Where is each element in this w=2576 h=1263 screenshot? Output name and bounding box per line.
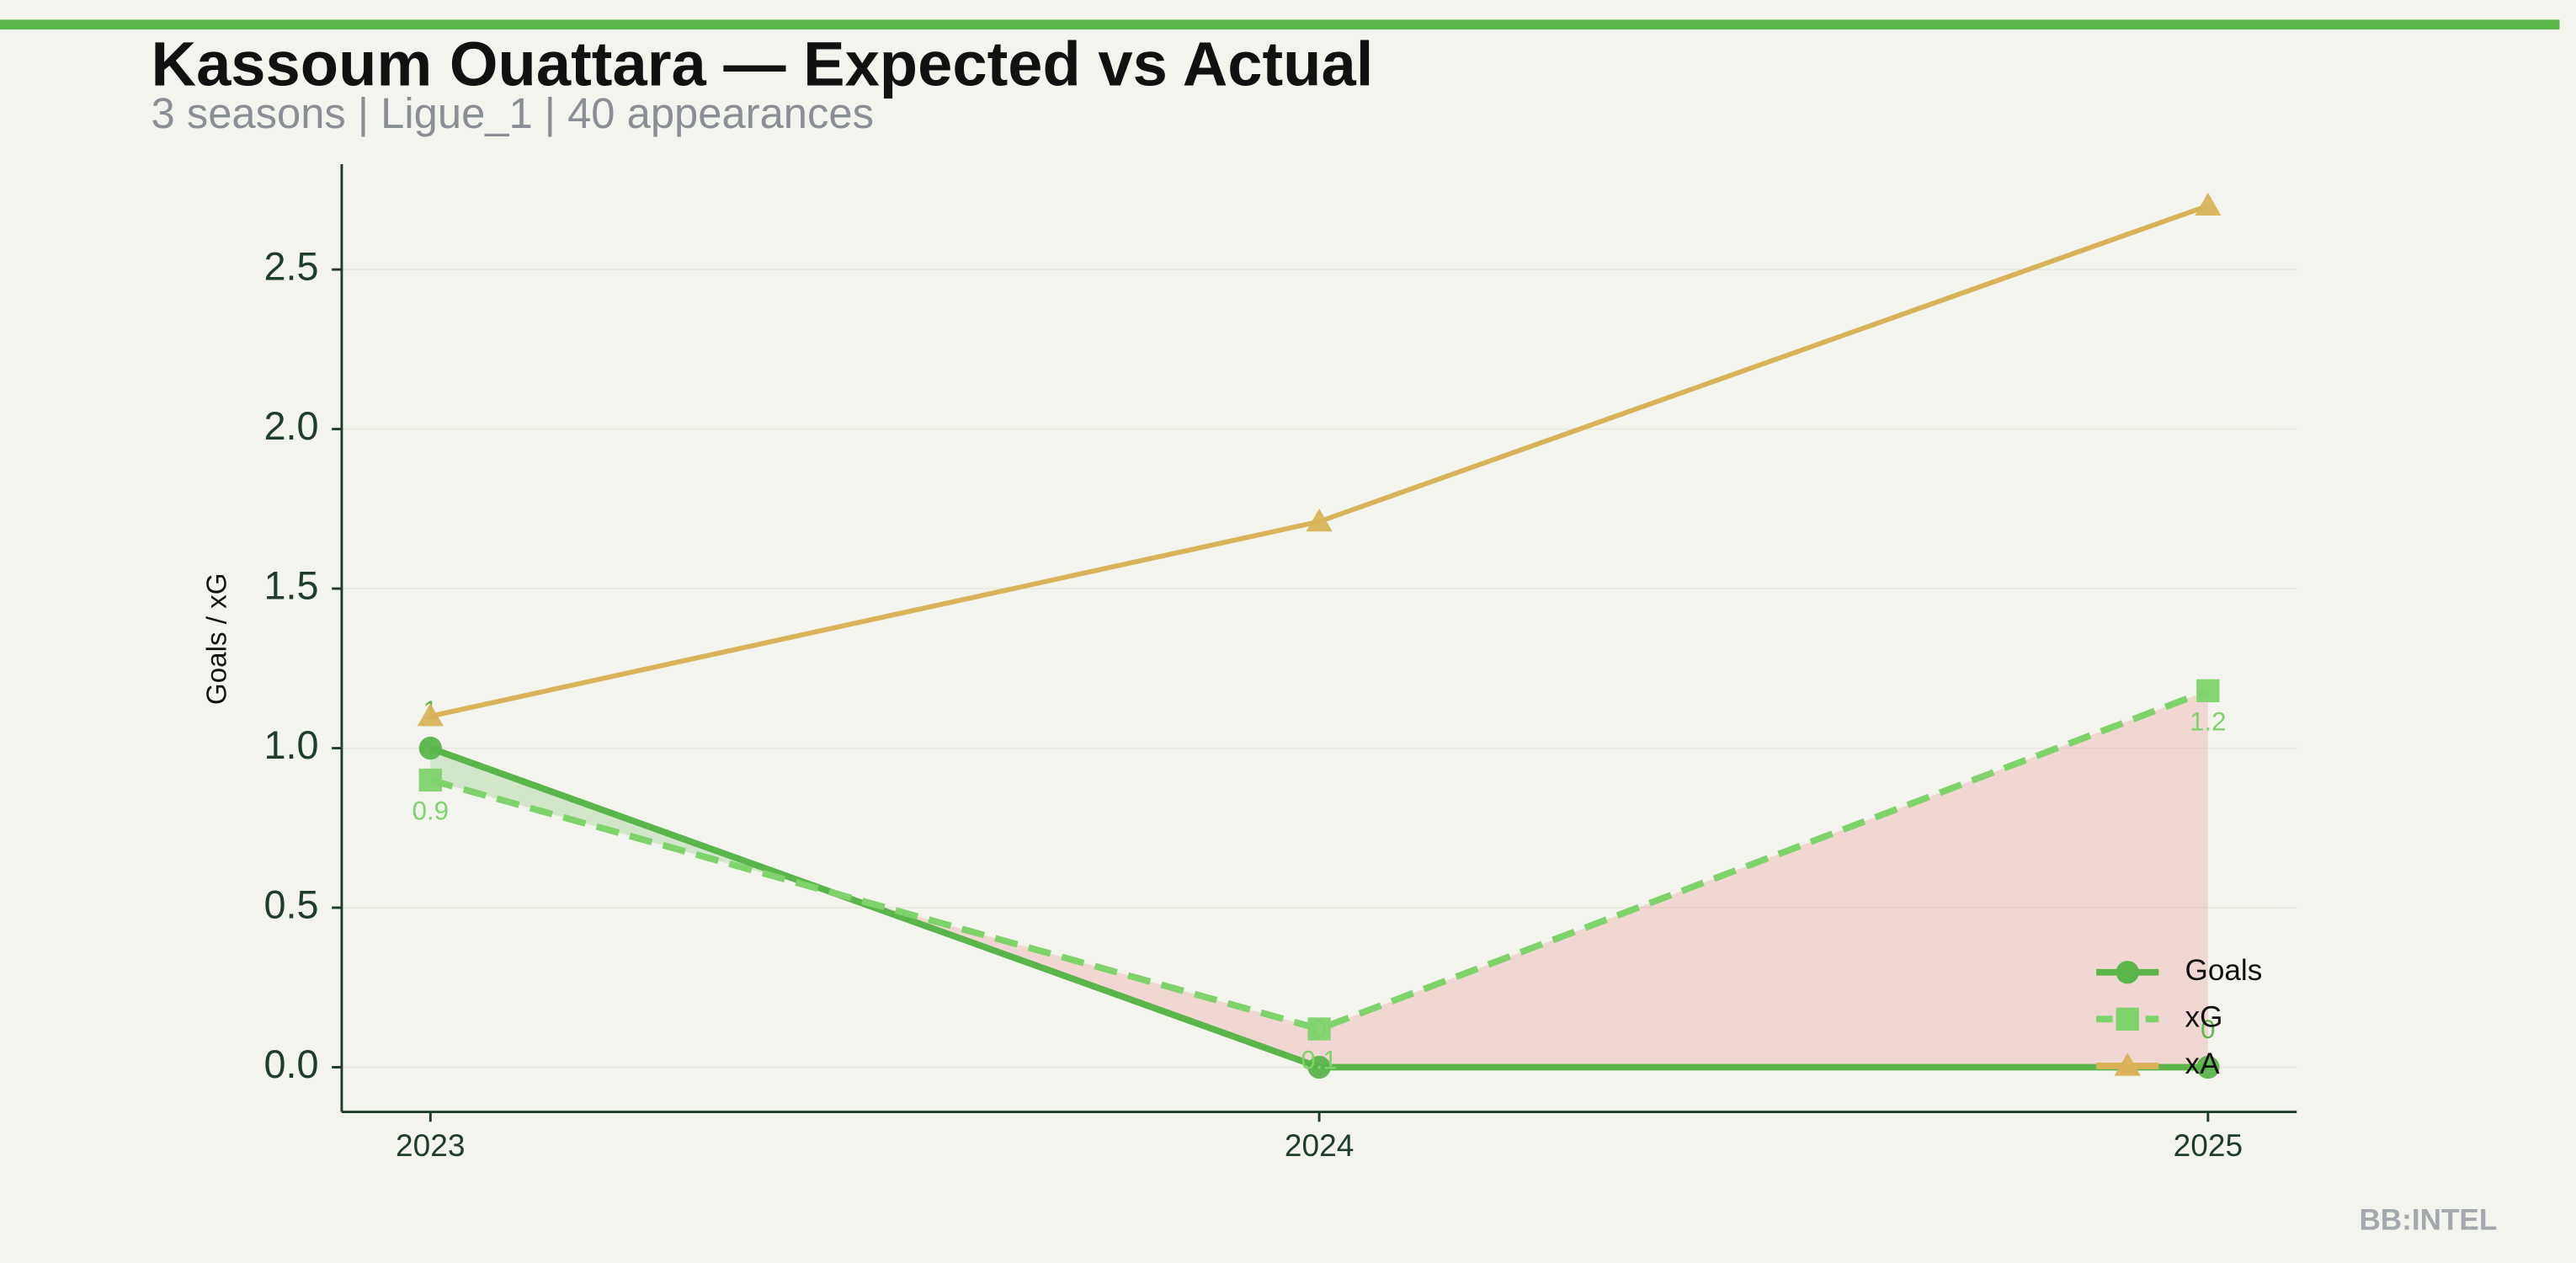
data-label: 0.1 [1301, 1045, 1337, 1074]
data-label: 0 [2201, 1015, 2215, 1044]
x-tick-label: 2024 [1285, 1127, 1354, 1163]
x-tick-label: 2023 [396, 1127, 465, 1163]
point [417, 703, 444, 727]
y-tick-label: 2.5 [264, 244, 319, 288]
point [418, 768, 442, 792]
point [418, 736, 442, 760]
point [1307, 1017, 1331, 1041]
x-tick-label: 2025 [2174, 1127, 2243, 1163]
series-line [429, 687, 2210, 1033]
y-tick-label: 1.5 [264, 563, 319, 607]
diff-fill [1319, 690, 2208, 1068]
legend-marker [2114, 1052, 2141, 1076]
point [2195, 192, 2222, 216]
point [2196, 679, 2220, 702]
watermark: BB:INTEL [2359, 1204, 2497, 1237]
legend-label: Goals [2185, 954, 2263, 987]
point [1307, 1055, 1331, 1079]
y-tick-label: 0.0 [264, 1042, 319, 1086]
chart-subtitle: 3 seasons | Ligue_1 | 40 appearances [152, 89, 874, 137]
top-bar [0, 19, 2560, 30]
y-tick-label: 1.0 [264, 723, 319, 767]
data-label: 0.9 [412, 797, 449, 826]
legend-marker [2116, 961, 2139, 984]
legend-marker [2116, 1007, 2139, 1031]
point [2196, 1055, 2220, 1079]
y-tick-label: 2.0 [264, 404, 319, 448]
legend-label: xG [2185, 1001, 2223, 1034]
point [1306, 508, 1333, 532]
data-label: 1.2 [2190, 707, 2226, 737]
legend-label: xA [2185, 1047, 2221, 1080]
chart-title: Kassoum Ouattara — Expected vs Actual [152, 29, 1374, 99]
y-tick-label: 0.5 [264, 882, 319, 926]
y-axis-label: Goals / xG [201, 573, 232, 705]
